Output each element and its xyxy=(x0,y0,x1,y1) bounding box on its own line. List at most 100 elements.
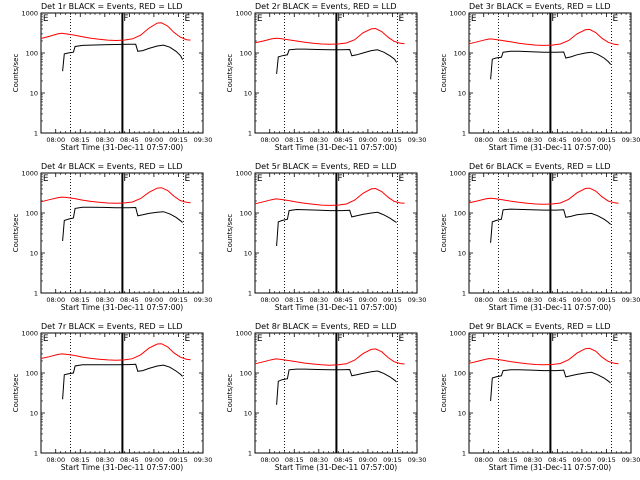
y-tick-label: 1 xyxy=(248,450,252,458)
y-axis-label: Counts/sec xyxy=(440,374,448,413)
marker-label: E xyxy=(43,174,49,184)
x-axis-label: Start Time (31-Dec-11 07:57:00) xyxy=(275,463,397,472)
y-tick-label: 10 xyxy=(30,90,38,98)
marker-label: E xyxy=(612,334,618,344)
y-tick-label: 1 xyxy=(34,450,38,458)
series-events xyxy=(490,208,611,243)
x-tick-label: 08:15 xyxy=(285,136,304,144)
panel-title: Det 6r BLACK = Events, RED = LLD xyxy=(469,162,611,171)
y-axis-label: Counts/sec xyxy=(226,214,234,253)
y-tick-label: 1 xyxy=(34,290,38,298)
series-lld xyxy=(468,28,619,46)
panel-title: Det 3r BLACK = Events, RED = LLD xyxy=(469,2,611,11)
y-tick-label: 1000 xyxy=(21,10,38,18)
y-axis-label: Counts/sec xyxy=(12,214,20,253)
marker-label: E xyxy=(398,14,404,24)
x-tick-label: 08:30 xyxy=(95,296,114,304)
x-axis-label: Start Time (31-Dec-11 07:57:00) xyxy=(489,303,611,312)
x-tick-label: 09:30 xyxy=(408,456,427,464)
y-tick-label: 10 xyxy=(30,250,38,258)
y-tick-label: 10 xyxy=(458,90,466,98)
series-lld xyxy=(40,187,191,204)
x-tick-label: 09:00 xyxy=(145,456,164,464)
y-axis-label: Counts/sec xyxy=(12,374,20,413)
marker-label: E xyxy=(471,334,477,344)
x-tick-label: 08:45 xyxy=(120,456,139,464)
y-tick-label: 1000 xyxy=(449,170,466,178)
y-tick-label: 1 xyxy=(248,130,252,138)
x-tick-label: 08:30 xyxy=(523,296,542,304)
y-tick-label: 1 xyxy=(462,450,466,458)
x-tick-label: 08:15 xyxy=(71,136,90,144)
x-tick-label: 08:15 xyxy=(285,456,304,464)
x-tick-label: 08:00 xyxy=(46,296,65,304)
x-tick-label: 09:15 xyxy=(383,136,402,144)
marker-label: E xyxy=(257,14,263,24)
x-tick-label: 08:00 xyxy=(474,136,493,144)
x-axis-label: Start Time (31-Dec-11 07:57:00) xyxy=(489,143,611,152)
panel-det-9: Det 9r BLACK = Events, RED = LLD 1 10 100 10… xyxy=(440,322,640,472)
x-tick-label: 09:00 xyxy=(573,296,592,304)
x-tick-label: 09:00 xyxy=(145,136,164,144)
y-axis-label: Counts/sec xyxy=(440,54,448,93)
x-tick-label: 08:15 xyxy=(285,296,304,304)
x-tick-label: 08:30 xyxy=(523,456,542,464)
x-tick-label: 08:15 xyxy=(71,456,90,464)
y-tick-label: 1000 xyxy=(235,10,252,18)
x-tick-label: 09:30 xyxy=(622,456,640,464)
panel-title: Det 1r BLACK = Events, RED = LLD xyxy=(41,2,183,11)
series-events xyxy=(276,208,397,247)
x-tick-label: 08:00 xyxy=(260,296,279,304)
x-tick-label: 09:30 xyxy=(408,136,427,144)
y-tick-label: 1000 xyxy=(449,10,466,18)
x-tick-label: 08:15 xyxy=(499,136,518,144)
x-tick-label: 09:15 xyxy=(169,136,188,144)
x-tick-label: 08:30 xyxy=(309,136,328,144)
marker-label: E xyxy=(257,174,263,184)
x-tick-label: 08:45 xyxy=(334,456,353,464)
y-tick-label: 100 xyxy=(240,50,252,58)
x-tick-label: 09:15 xyxy=(383,456,402,464)
y-tick-label: 1000 xyxy=(235,330,252,338)
y-tick-label: 1000 xyxy=(21,330,38,338)
x-tick-label: 09:15 xyxy=(597,136,616,144)
panel-title: Det 8r BLACK = Events, RED = LLD xyxy=(255,322,397,331)
series-lld xyxy=(254,187,405,206)
x-tick-label: 09:15 xyxy=(597,296,616,304)
panel-title: Det 2r BLACK = Events, RED = LLD xyxy=(255,2,397,11)
y-tick-label: 1000 xyxy=(449,330,466,338)
marker-label: F xyxy=(337,174,342,184)
x-tick-label: 09:15 xyxy=(597,456,616,464)
y-tick-label: 10 xyxy=(458,250,466,258)
x-tick-label: 08:00 xyxy=(260,456,279,464)
x-tick-label: 08:00 xyxy=(260,136,279,144)
y-tick-label: 10 xyxy=(244,410,252,418)
marker-label: E xyxy=(184,334,190,344)
series-lld xyxy=(468,187,619,205)
marker-label: E xyxy=(471,174,477,184)
panel-det-8: Det 8r BLACK = Events, RED = LLD 1 10 100 10… xyxy=(226,322,426,472)
series-lld xyxy=(254,348,405,366)
marker-label: E xyxy=(398,334,404,344)
marker-label: F xyxy=(123,334,128,344)
x-tick-label: 08:45 xyxy=(334,136,353,144)
y-tick-label: 100 xyxy=(26,370,38,378)
x-tick-label: 08:15 xyxy=(499,296,518,304)
y-tick-label: 100 xyxy=(454,50,466,58)
series-events xyxy=(276,368,397,405)
x-tick-label: 08:45 xyxy=(334,296,353,304)
marker-label: F xyxy=(551,14,556,24)
panel-title: Det 7r BLACK = Events, RED = LLD xyxy=(41,322,183,331)
marker-label: F xyxy=(123,174,128,184)
y-tick-label: 10 xyxy=(244,90,252,98)
series-events xyxy=(62,363,183,400)
series-events xyxy=(490,50,611,80)
x-tick-label: 09:15 xyxy=(169,296,188,304)
y-axis-label: Counts/sec xyxy=(226,374,234,413)
x-tick-label: 09:15 xyxy=(169,456,188,464)
marker-label: F xyxy=(123,14,128,24)
x-tick-label: 09:15 xyxy=(383,296,402,304)
y-tick-label: 100 xyxy=(26,210,38,218)
panel-det-4: Det 4r BLACK = Events, RED = LLD 1 10 100 10… xyxy=(12,162,212,312)
series-lld xyxy=(40,343,191,361)
